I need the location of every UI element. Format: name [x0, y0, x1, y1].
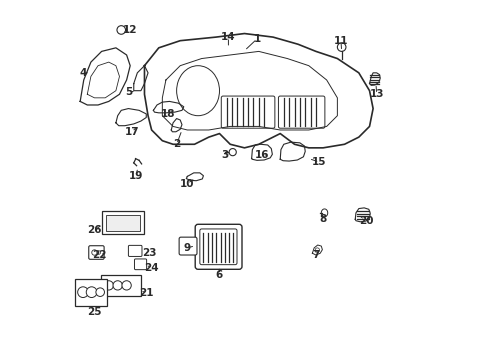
- Text: 12: 12: [122, 25, 137, 35]
- Circle shape: [96, 288, 104, 296]
- Text: 22: 22: [92, 250, 107, 260]
- Circle shape: [78, 287, 88, 297]
- FancyBboxPatch shape: [179, 237, 197, 255]
- FancyBboxPatch shape: [221, 96, 274, 128]
- Circle shape: [113, 281, 122, 290]
- Text: 14: 14: [221, 32, 235, 42]
- Text: 10: 10: [180, 179, 194, 189]
- Text: 5: 5: [124, 87, 132, 98]
- Text: 3: 3: [221, 150, 228, 160]
- Text: 11: 11: [333, 36, 347, 46]
- Circle shape: [117, 26, 125, 34]
- FancyBboxPatch shape: [195, 224, 242, 269]
- Text: 21: 21: [139, 288, 153, 297]
- Text: 16: 16: [255, 150, 269, 160]
- Text: 20: 20: [358, 216, 372, 226]
- Text: 8: 8: [319, 214, 326, 224]
- Circle shape: [104, 281, 113, 290]
- Text: 24: 24: [144, 262, 159, 273]
- FancyBboxPatch shape: [106, 215, 140, 231]
- Text: 25: 25: [87, 307, 102, 317]
- FancyBboxPatch shape: [101, 275, 141, 296]
- Text: 2: 2: [173, 139, 180, 149]
- Text: 7: 7: [312, 250, 319, 260]
- Text: 13: 13: [368, 89, 383, 99]
- Text: 4: 4: [79, 68, 86, 78]
- Text: 19: 19: [128, 171, 142, 181]
- Text: 1: 1: [253, 34, 260, 44]
- FancyBboxPatch shape: [200, 229, 237, 265]
- Text: 9: 9: [183, 243, 190, 253]
- Circle shape: [122, 281, 131, 290]
- FancyBboxPatch shape: [134, 259, 146, 270]
- FancyBboxPatch shape: [278, 96, 324, 128]
- FancyBboxPatch shape: [75, 279, 107, 306]
- Text: 17: 17: [124, 127, 139, 137]
- Text: 23: 23: [142, 248, 157, 258]
- Circle shape: [86, 287, 97, 297]
- Text: 18: 18: [160, 109, 175, 119]
- Text: 6: 6: [215, 270, 223, 280]
- FancyBboxPatch shape: [88, 246, 104, 259]
- FancyBboxPatch shape: [128, 246, 142, 256]
- Circle shape: [337, 43, 345, 51]
- FancyBboxPatch shape: [102, 211, 144, 234]
- Text: 15: 15: [312, 157, 326, 167]
- Text: 26: 26: [87, 225, 102, 235]
